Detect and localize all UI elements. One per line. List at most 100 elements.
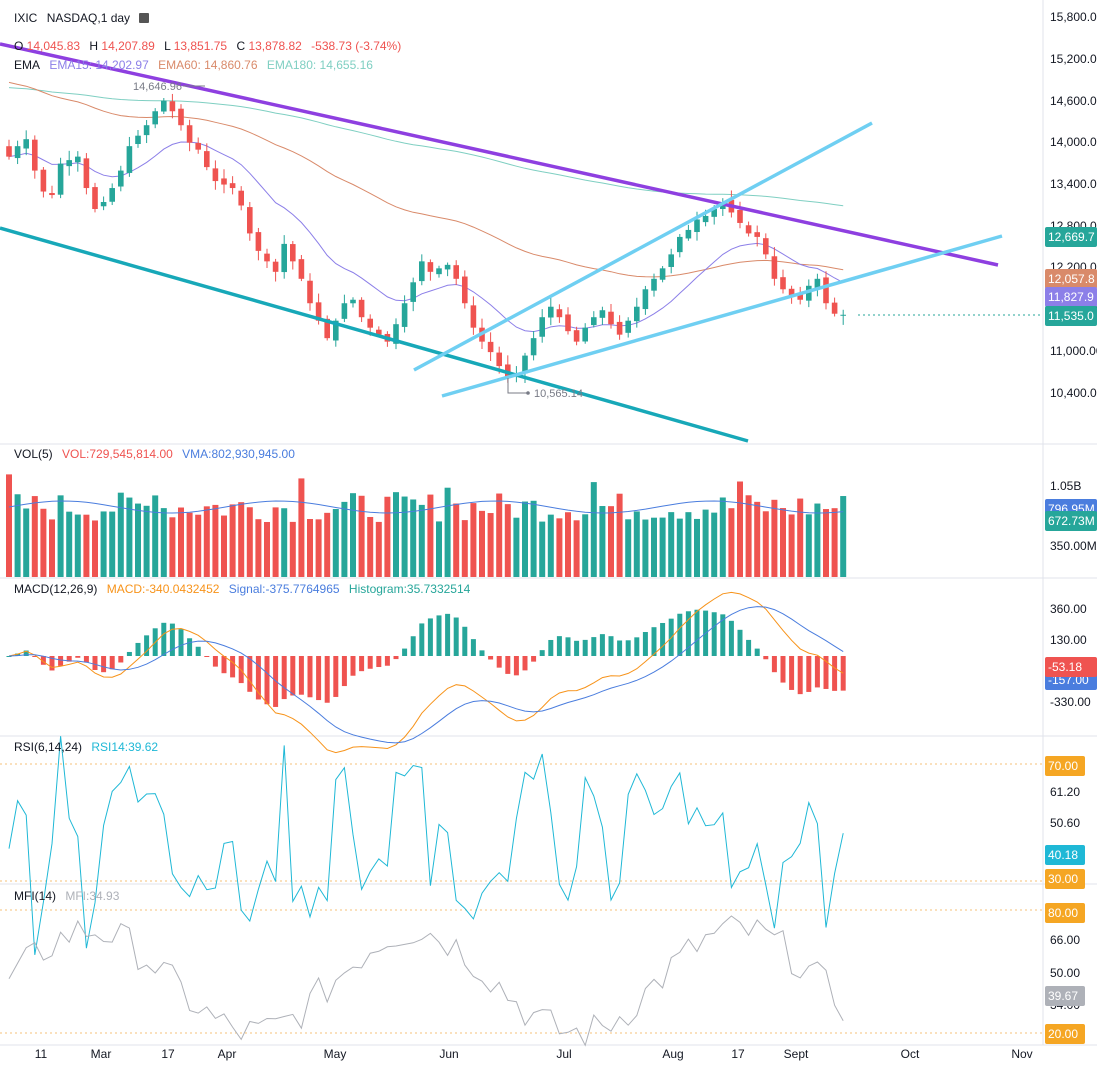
- rsi14-value: RSI14:39.62: [91, 740, 159, 754]
- volume-bar: [668, 512, 675, 577]
- macd-histogram-bar: [737, 629, 743, 656]
- ema15-path: [8, 141, 844, 333]
- high-label: 14,646.96: [133, 81, 182, 93]
- candle-body: [470, 305, 477, 328]
- volume-bar: [298, 478, 305, 577]
- candle-body: [788, 288, 795, 297]
- volume-bar: [6, 474, 12, 577]
- macd-histogram-bar: [591, 637, 597, 656]
- macd-histogram-bar: [479, 650, 485, 656]
- macd-histogram-bar: [625, 640, 631, 656]
- menu-icon[interactable]: [139, 13, 150, 23]
- candle-body: [427, 262, 434, 272]
- candle-body: [195, 142, 201, 150]
- badge-ema180: [1045, 227, 1097, 247]
- volume-bar: [737, 481, 743, 577]
- candle-body: [522, 355, 528, 374]
- candle-body: [745, 225, 752, 234]
- time-label: Mar: [91, 1047, 112, 1061]
- time-axis[interactable]: 11 Mar 17 Apr May Jun Jul Aug 17 Sept Oct Nov: [35, 1047, 1033, 1061]
- candle-body: [831, 302, 838, 314]
- volume-bar: [427, 494, 434, 577]
- candle-body: [272, 261, 279, 272]
- vol-value: VOL:729,545,814.00: [62, 447, 173, 461]
- volume-bar: [281, 508, 288, 577]
- macd-legend: MACD(12,26,9) MACD:-340.0432452 Signal:-…: [14, 581, 476, 597]
- candle-body: [324, 318, 330, 339]
- macd-histogram-bar: [685, 611, 691, 656]
- volume-bar: [186, 512, 193, 577]
- volume-bar: [711, 512, 718, 577]
- candle-body: [539, 317, 545, 337]
- candle-body: [814, 278, 821, 288]
- volume-bar: [823, 509, 829, 577]
- time-label: 11: [35, 1047, 48, 1061]
- volume-bar: [74, 514, 81, 577]
- volume-bar: [608, 506, 614, 577]
- candle-body: [651, 278, 657, 291]
- macd-histogram-bar: [436, 615, 442, 656]
- volume-bar: [117, 492, 124, 577]
- wedge-lower-line: [441, 234, 1003, 398]
- volume-bar: [522, 501, 528, 577]
- macd-histogram-bar: [359, 656, 365, 672]
- candle-body: [135, 135, 141, 145]
- chart-title: NASDAQ,1 day: [46, 11, 131, 25]
- rsi-legend: RSI(6,14,24) RSI14:39.62: [14, 739, 164, 755]
- macd-histogram-bar: [83, 656, 89, 663]
- badge-last-price: [1045, 306, 1097, 326]
- volume-bar: [315, 519, 322, 577]
- trendlines[interactable]: [0, 42, 1003, 443]
- macd-histogram-bar: [410, 636, 416, 656]
- volume-bar: [238, 502, 245, 577]
- volume-bar: [513, 517, 520, 577]
- candle-body: [264, 253, 270, 262]
- volume-bar: [384, 496, 391, 577]
- candle-body: [608, 311, 614, 325]
- low-value: 13,851.75: [173, 39, 228, 53]
- volume-bar: [255, 519, 262, 577]
- badge-ema180-text: 12,669.7: [1048, 230, 1095, 244]
- candle-body: [444, 264, 451, 270]
- candle-body: [247, 207, 253, 234]
- macd-histogram-bar: [789, 656, 795, 690]
- low-label: 10,565.14: [534, 388, 583, 400]
- price-axis[interactable]: 15,800.00 15,200.00 14,600.00 14,000.00 13,4…: [1045, 10, 1097, 1044]
- macd-histogram-bar: [341, 656, 347, 687]
- badge-macd-text: -53.18: [1048, 660, 1082, 674]
- volume-bar: [341, 501, 348, 577]
- candle-body: [23, 139, 29, 149]
- candle-body: [771, 256, 778, 279]
- badge-ema60: [1045, 269, 1097, 289]
- macd-histogram-bar: [746, 639, 752, 656]
- volume-bar: [212, 504, 219, 577]
- macd-histogram-bar: [264, 656, 270, 705]
- volume-bar: [573, 520, 580, 577]
- price-tick: 15,200.00: [1050, 52, 1097, 66]
- volume-bar: [332, 509, 339, 577]
- candle-body: [152, 111, 158, 125]
- macd-histogram-bar: [281, 656, 287, 700]
- volume-bar: [694, 518, 700, 577]
- macd-histogram-bar: [75, 656, 81, 658]
- macd-histogram-bar: [384, 656, 390, 666]
- candle-body: [376, 329, 382, 335]
- macd-histogram-bar: [617, 640, 623, 656]
- volume-bar: [264, 521, 270, 577]
- volume-bar: [126, 497, 133, 577]
- macd-histogram-bar: [797, 656, 803, 695]
- ema180-path: [8, 87, 844, 207]
- volume-bar: [178, 507, 184, 577]
- macd-histogram-bar: [118, 656, 124, 663]
- macd-histogram-bar: [32, 656, 38, 657]
- macd-histogram-bar: [255, 656, 261, 700]
- macd-histogram-bar: [539, 650, 545, 656]
- macd-histogram-bar: [367, 656, 373, 669]
- candle-body: [659, 268, 666, 280]
- volume-bar: [590, 482, 597, 577]
- volume-bar: [702, 509, 709, 577]
- volume-bar: [31, 496, 38, 577]
- volume-bar: [453, 503, 460, 577]
- symbol[interactable]: IXIC: [14, 11, 38, 25]
